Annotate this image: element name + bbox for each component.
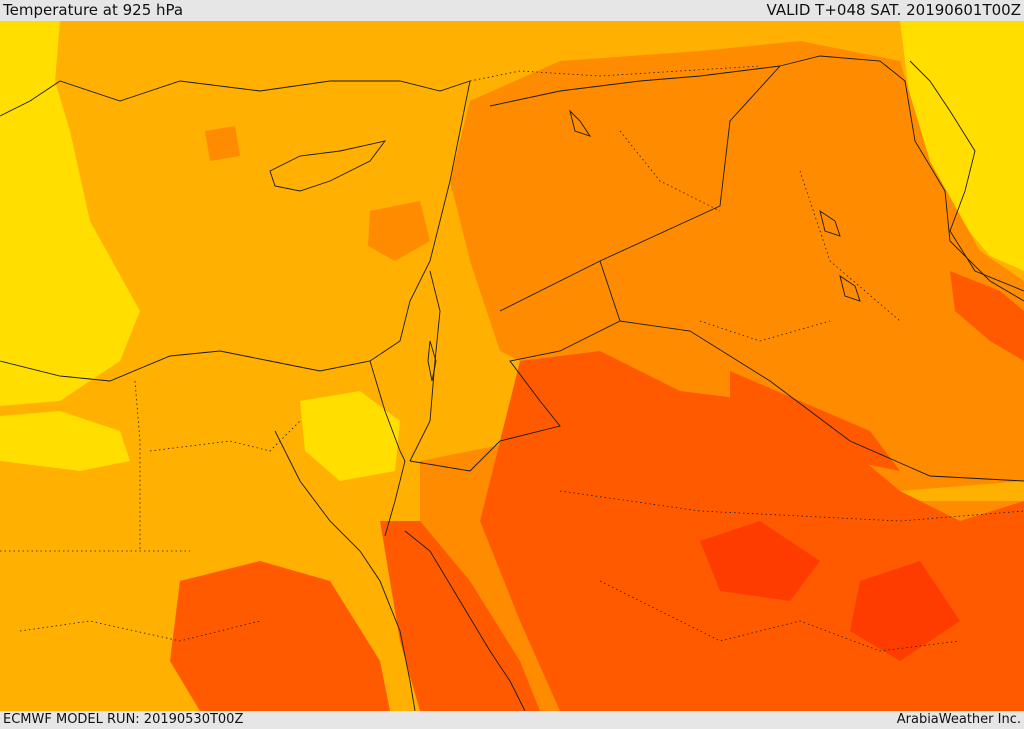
red-sea-coastline [274, 430, 416, 711]
model-run: ECMWF MODEL RUN: 20190530T00Z [3, 712, 244, 727]
border-saudi-iraq [409, 260, 621, 472]
border-iraq-provinces [619, 130, 901, 342]
temperature-map[interactable] [0, 21, 1024, 711]
border-arabia-interior [599, 580, 961, 652]
yellow-zone-egypt-west [0, 411, 130, 471]
orange-zone-levant [368, 201, 430, 261]
gulf-of-aqaba-coastline [384, 460, 406, 537]
valid-time: VALID T+048 SAT. 20190601T00Z [766, 1, 1021, 19]
border-turkey-syria [469, 65, 761, 82]
hottest-spot-1 [700, 521, 820, 601]
mediterranean-coastline [0, 80, 471, 382]
lake-coastline [569, 109, 592, 137]
border-saudi-kuwait [619, 320, 1024, 482]
yellow-zone-northeast [900, 21, 1024, 271]
orange-zone-mediterranean [205, 126, 240, 161]
yellow-zone-west [0, 21, 140, 406]
yellow-zone-sinai [300, 391, 400, 481]
caspian-coastline [909, 60, 1024, 292]
border-egypt-israel [369, 360, 406, 462]
header-bar: Temperature at 925 hPa VALID T+048 SAT. … [0, 0, 1024, 20]
credit: ArabiaWeather Inc. [896, 712, 1021, 727]
footer-bar: ECMWF MODEL RUN: 20190530T00Z ArabiaWeat… [0, 711, 1024, 729]
arabian-red-sea-coastline [404, 530, 526, 711]
iraq-lakes [819, 209, 861, 302]
dead-sea-coastline [427, 340, 437, 382]
hottest-spot-2 [850, 561, 960, 661]
map-title: Temperature at 925 hPa [3, 1, 184, 19]
cyprus-coastline [269, 140, 387, 192]
hot-zone-sudan [170, 561, 390, 711]
hot-zone-iraq-west [730, 371, 900, 471]
border-jordan [409, 270, 441, 462]
hot-zone-red-sea-coast [380, 521, 540, 711]
border-iraq-iran [779, 55, 1024, 302]
hot-zone-iraq-south [950, 271, 1024, 361]
